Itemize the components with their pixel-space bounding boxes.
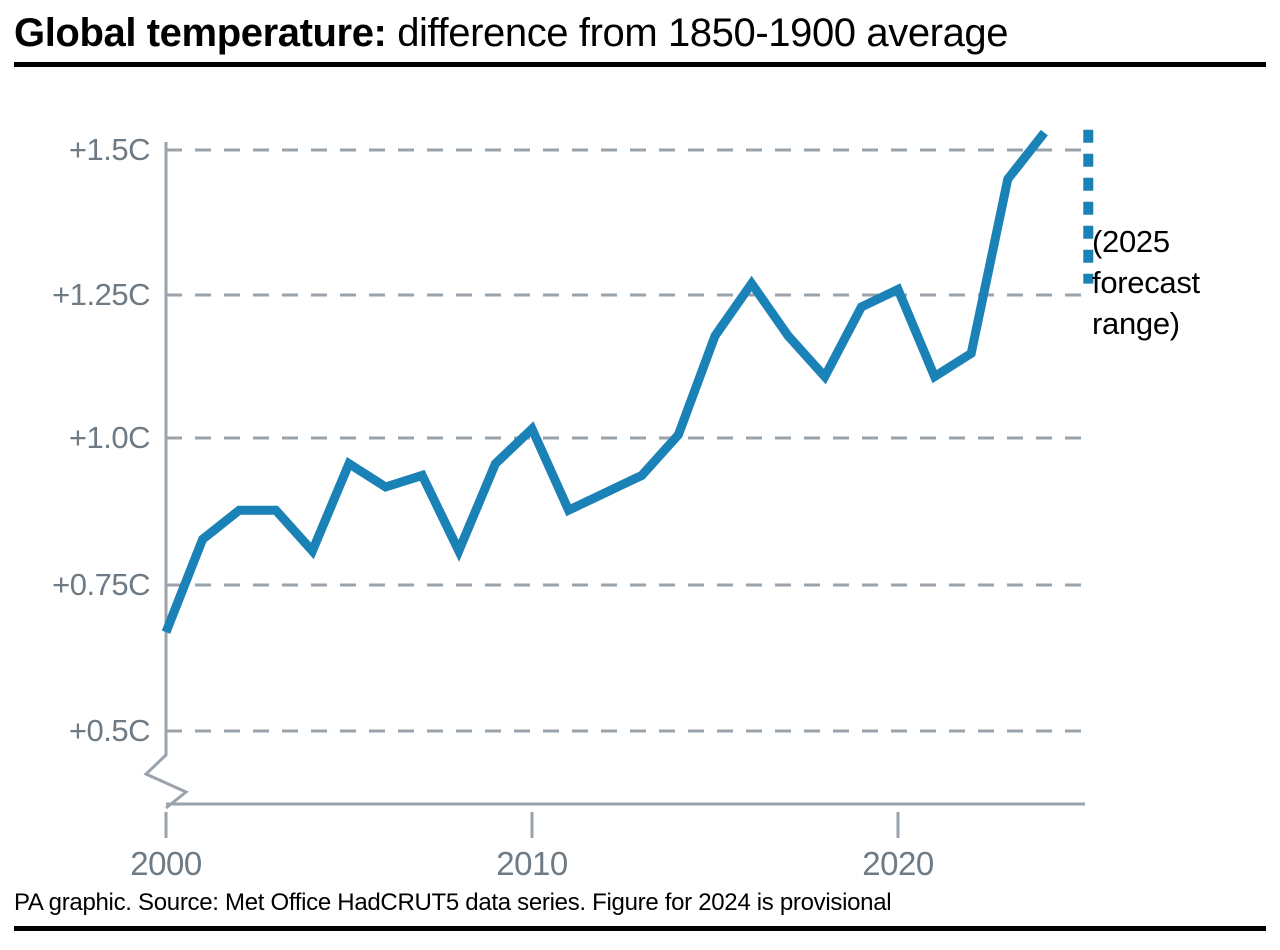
ytick-label-1-5: +1.5C (68, 132, 151, 167)
forecast-annotation-line-1: (2025 (1092, 224, 1170, 259)
xtick-label-2000: 2000 (130, 845, 202, 882)
xtick-label-2010: 2010 (496, 845, 568, 882)
ytick-label-0-75: +0.75C (52, 567, 150, 602)
line-chart-svg (143, 129, 1094, 838)
ytick-label-1-25: +1.25C (52, 277, 150, 312)
y-axis-with-break (143, 142, 189, 810)
page-title: Global temperature: difference from 1850… (14, 8, 1266, 58)
source-credit: PA graphic. Source: Met Office HadCRUT5 … (14, 889, 892, 916)
ytick-label-0-5: +0.5C (68, 713, 151, 748)
page-title-regular: difference from 1850-1900 average (386, 11, 1009, 55)
footer-block: PA graphic. Source: Met Office HadCRUT5 … (14, 888, 1266, 938)
gridlines (166, 148, 1085, 733)
temperature-series-line (161, 129, 1048, 634)
page-title-bold: Global temperature: (14, 11, 387, 55)
ytick-label-1-0: +1.0C (68, 420, 151, 455)
title-block: Global temperature: difference from 1850… (14, 8, 1266, 70)
xtick-label-2020: 2020 (862, 845, 934, 882)
title-rule (14, 62, 1266, 67)
footer-rule (14, 926, 1266, 931)
x-axis-ticks (164, 812, 900, 838)
chart-area: +1.5C +1.25C +1.0C +0.75C +0.5C 2000 201… (0, 90, 1280, 880)
forecast-annotation-line-2: forecast (1092, 265, 1200, 300)
forecast-range-annotation: (2025 forecast range) (1092, 221, 1278, 344)
forecast-annotation-line-3: range) (1092, 306, 1180, 341)
